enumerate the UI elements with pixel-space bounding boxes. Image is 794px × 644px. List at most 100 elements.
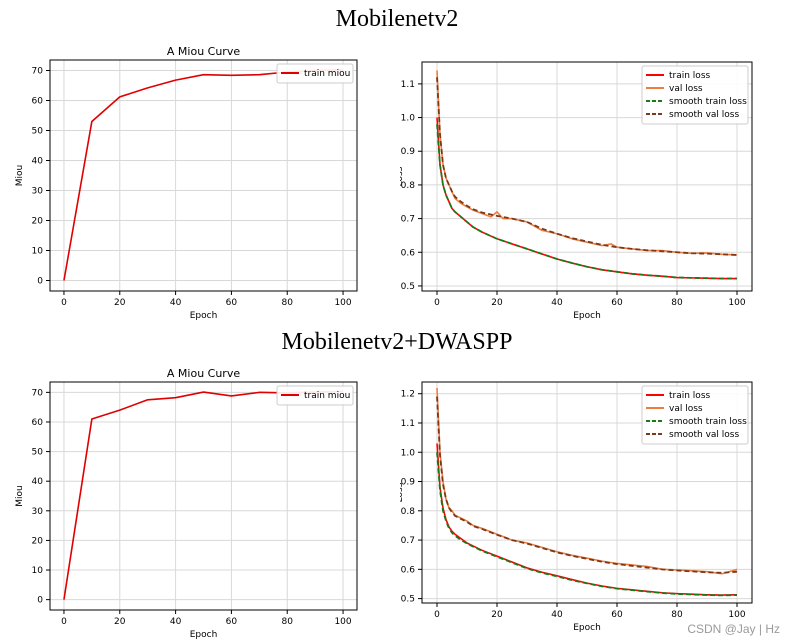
x-tick-label: 20: [114, 298, 126, 308]
legend-label: train miou: [304, 391, 350, 401]
y-tick-label: 20: [32, 536, 44, 546]
axes-frame: [49, 381, 358, 611]
x-tick-label: 100: [728, 610, 745, 620]
x-tick-label: 60: [611, 610, 623, 620]
y-tick-label: 30: [32, 187, 44, 197]
y-tick-label: 30: [32, 507, 44, 517]
y-tick-label: 1.1: [401, 80, 415, 90]
x-tick-label: 60: [226, 298, 238, 308]
y-tick-label: 10: [32, 247, 44, 257]
legend-label: val loss: [669, 404, 703, 414]
y-tick-label: 0.7: [401, 215, 415, 225]
x-tick-label: 0: [434, 610, 440, 620]
plot-area: [50, 60, 357, 291]
legend-box: [276, 385, 354, 406]
y-axis-label: Loss: [400, 166, 405, 186]
legend: train miou: [276, 385, 354, 406]
y-tick-label: 70: [32, 67, 44, 77]
x-tick-label: 60: [611, 298, 623, 308]
x-tick-label: 100: [728, 298, 745, 308]
x-tick-label: 80: [282, 298, 294, 308]
y-tick-label: 40: [32, 477, 44, 487]
x-tick-label: 80: [671, 610, 683, 620]
x-tick-label: 0: [434, 298, 440, 308]
x-tick-label: 80: [671, 298, 683, 308]
plot-area: [50, 382, 357, 610]
y-axis-label: Miou: [15, 485, 25, 506]
x-tick-label: 0: [61, 298, 67, 308]
x-tick-label: 80: [282, 617, 294, 627]
x-tick-label: 40: [551, 610, 563, 620]
legend-box: [276, 63, 354, 84]
axes-frame: [49, 59, 358, 292]
legend-label: val loss: [669, 84, 703, 94]
miou-chart-top: A Miou Curve 0 20 40 60 80 100 0 10 20 30 40 50 60 70 E…: [15, 45, 358, 320]
y-tick-label: 0: [37, 596, 43, 606]
y-tick-label: 0.6: [401, 565, 416, 575]
x-tick-label: 20: [491, 298, 503, 308]
y-tick-label: 0.9: [401, 147, 416, 157]
legend-label: smooth train loss: [669, 97, 747, 107]
loss-chart-bottom: 0 20 40 60 80 100 0.5 0.6 0.7 0.8 0.9 1.0 1.1 1.2 Epoc…: [400, 381, 753, 633]
x-tick-label: 40: [170, 617, 182, 627]
series-line-smooth-val: [436, 396, 738, 574]
y-tick-label: 50: [32, 127, 44, 137]
section-title-top: Mobilenetv2: [335, 6, 459, 32]
y-tick-label: 0.6: [401, 248, 416, 258]
y-tick-label: 60: [32, 418, 44, 428]
y-tick-label: 20: [32, 217, 44, 227]
legend: train miou: [276, 63, 354, 84]
chart-title: A Miou Curve: [167, 45, 240, 58]
y-tick-label: 40: [32, 157, 44, 167]
chart-title: A Miou Curve: [167, 367, 240, 380]
y-tick-label: 1.0: [401, 114, 416, 124]
legend: train loss val loss smooth train loss smoot…: [641, 65, 749, 125]
y-tick-label: 1.2: [401, 390, 415, 400]
loss-chart-top: 0 20 40 60 80 100 0.5 0.6 0.7 0.8 0.9 1.0 1.1 Epoch Lo…: [400, 61, 753, 320]
y-tick-label: 0.5: [401, 595, 415, 605]
x-tick-label: 100: [334, 298, 351, 308]
y-tick-label: 60: [32, 97, 44, 107]
series-line-train-loss: [436, 443, 738, 596]
y-tick-label: 0.5: [401, 282, 415, 292]
x-tick-label: 0: [61, 617, 67, 627]
legend-box: [641, 385, 749, 445]
y-tick-label: 1.1: [401, 419, 415, 429]
x-tick-label: 40: [170, 298, 182, 308]
y-tick-label: 0.8: [401, 507, 416, 517]
watermark: CSDN @Jay | Hz: [687, 622, 780, 636]
legend-box: [641, 65, 749, 125]
grid-lines: [422, 62, 752, 291]
legend-label: smooth train loss: [669, 417, 747, 427]
x-tick-label: 60: [226, 617, 238, 627]
legend-label: train loss: [669, 391, 711, 401]
miou-chart-bottom: A Miou Curve 0 20 40 60 80 100 0 10 20 30 40 50 60 70 E…: [15, 367, 358, 640]
y-tick-label: 0.7: [401, 536, 415, 546]
y-tick-label: 0: [37, 277, 43, 287]
legend-label: train loss: [669, 71, 711, 81]
series-line-smooth-train: [436, 124, 737, 280]
legend-label: smooth val loss: [669, 110, 739, 120]
x-tick-label: 40: [551, 298, 563, 308]
legend-label: train miou: [304, 69, 350, 79]
y-tick-label: 10: [32, 566, 44, 576]
series-line-smooth-train: [436, 452, 738, 597]
x-axis-label: Epoch: [190, 630, 218, 640]
legend: train loss val loss smooth train loss smoot…: [641, 385, 749, 445]
y-tick-label: 70: [32, 388, 44, 398]
x-axis-label: Epoch: [573, 311, 601, 320]
axes-frame: [421, 381, 753, 604]
series-line-smooth-val: [436, 77, 738, 256]
axes-frame: [421, 61, 753, 292]
y-tick-label: 50: [32, 448, 44, 458]
y-tick-label: 0.8: [401, 181, 416, 191]
y-tick-label: 0.9: [401, 478, 416, 488]
x-tick-label: 20: [114, 617, 126, 627]
legend-label: smooth val loss: [669, 430, 739, 440]
x-axis-label: Epoch: [573, 623, 601, 633]
y-axis-label: Loss: [400, 482, 405, 502]
x-tick-label: 100: [334, 617, 351, 627]
x-axis-label: Epoch: [190, 311, 218, 320]
y-axis-label: Miou: [15, 165, 25, 186]
